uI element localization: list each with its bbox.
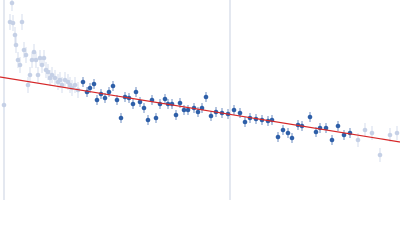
point: [87, 85, 93, 91]
point: [275, 134, 281, 140]
point: [57, 77, 63, 83]
point: [17, 62, 23, 68]
point: [118, 115, 124, 121]
point: [153, 115, 159, 121]
point: [45, 69, 51, 75]
point: [355, 137, 361, 143]
point: [59, 82, 65, 88]
point: [39, 62, 45, 68]
point: [237, 110, 243, 116]
point: [9, 0, 15, 6]
point: [185, 107, 191, 113]
point: [80, 79, 86, 85]
point: [280, 127, 286, 133]
point: [177, 100, 183, 106]
point: [329, 137, 335, 143]
point: [195, 109, 201, 115]
point: [173, 112, 179, 118]
point: [335, 123, 341, 129]
point: [242, 119, 248, 125]
point: [72, 82, 78, 88]
point: [369, 130, 375, 136]
point: [94, 97, 100, 103]
point: [49, 72, 55, 78]
point: [289, 135, 295, 141]
fit-line: [0, 76, 400, 143]
chart: [0, 0, 400, 200]
point: [145, 117, 151, 123]
point: [33, 57, 39, 63]
point: [394, 130, 400, 136]
point: [1, 102, 7, 108]
point: [208, 113, 214, 119]
point: [110, 83, 116, 89]
point: [313, 129, 319, 135]
point: [19, 19, 25, 25]
point: [35, 72, 41, 78]
point: [377, 152, 383, 158]
point: [106, 89, 112, 95]
point: [52, 75, 58, 81]
point: [21, 47, 27, 53]
point: [114, 97, 120, 103]
point: [181, 107, 187, 113]
point: [362, 127, 368, 133]
point: [15, 57, 21, 63]
point: [10, 20, 16, 26]
point: [341, 132, 347, 138]
point: [12, 32, 18, 38]
point: [307, 114, 313, 120]
point: [91, 81, 97, 87]
point: [137, 99, 143, 105]
point: [141, 105, 147, 111]
point: [31, 49, 37, 55]
point: [203, 94, 209, 100]
point: [102, 95, 108, 101]
point: [23, 52, 29, 58]
point: [130, 101, 136, 107]
point: [25, 82, 31, 88]
point: [231, 107, 237, 113]
point: [285, 130, 291, 136]
point: [162, 96, 168, 102]
point: [133, 89, 139, 95]
point: [13, 42, 19, 48]
point: [27, 72, 33, 78]
point: [29, 57, 35, 63]
point: [41, 55, 47, 61]
point: [387, 132, 393, 138]
point: [323, 125, 329, 131]
point: [37, 55, 43, 61]
